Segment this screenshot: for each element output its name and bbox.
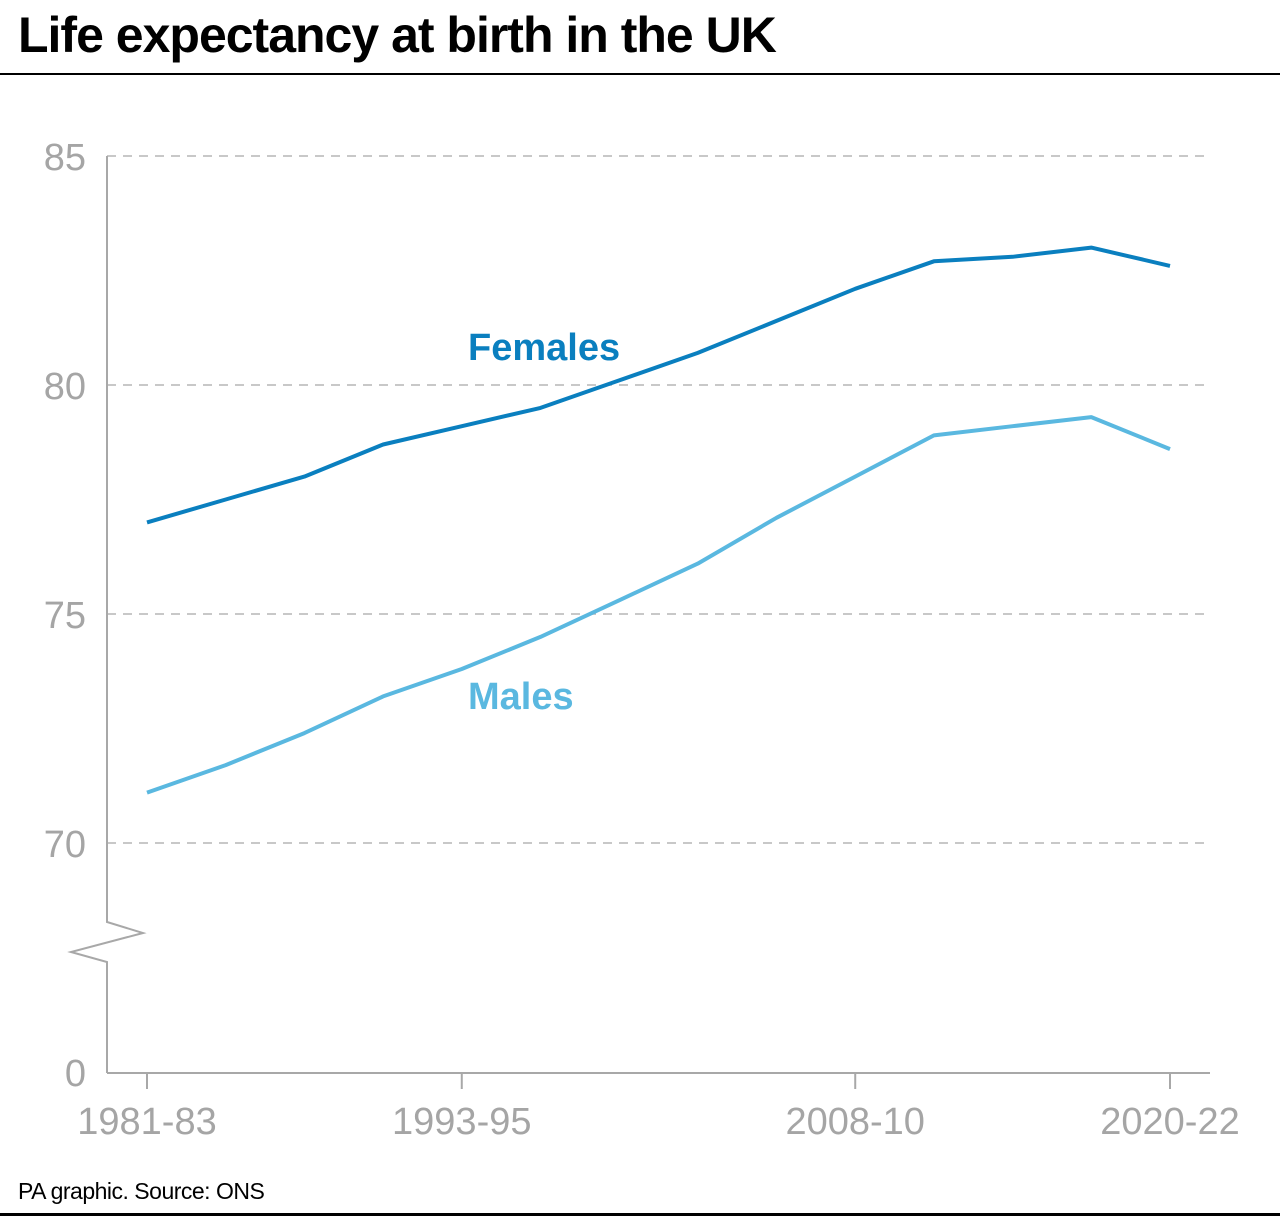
x-tick-label: 1981-83 (77, 1101, 216, 1143)
x-tick-label: 2008-10 (785, 1101, 924, 1143)
series-line-females (146, 245, 1171, 525)
y-tick-label: 75 (44, 595, 86, 637)
y-tick-label: 0 (65, 1053, 86, 1095)
y-tick-label: 80 (44, 366, 86, 408)
title-divider (0, 73, 1280, 75)
bottom-divider (0, 1213, 1280, 1216)
series-line-males (146, 415, 1171, 795)
series-label-females: Females (468, 327, 620, 369)
y-axis-with-break (67, 156, 147, 1073)
chart-title: Life expectancy at birth in the UK (18, 7, 777, 63)
y-tick-label: 85 (44, 137, 86, 179)
y-tick-label: 70 (44, 824, 86, 866)
series-label-males: Males (468, 676, 574, 718)
x-tick-label: 2020-22 (1100, 1101, 1239, 1143)
source-note: PA graphic. Source: ONS (18, 1178, 265, 1204)
x-tick-label: 1993-95 (392, 1101, 531, 1143)
